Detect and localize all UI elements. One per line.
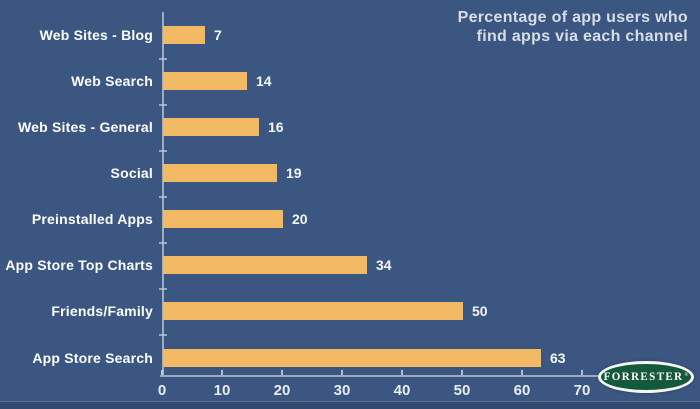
bar-web-sites-blog	[163, 25, 205, 44]
y-tick	[159, 242, 167, 245]
x-tick-label: 20	[273, 382, 291, 399]
bar-app-store-top-charts	[163, 256, 367, 275]
category-label: Preinstalled Apps	[31, 211, 153, 228]
value-label: 16	[268, 118, 284, 135]
x-tick-label: 70	[573, 382, 591, 399]
x-tick	[161, 370, 163, 375]
chart-title: Percentage of app users who find apps vi…	[458, 8, 688, 46]
value-label: 50	[472, 303, 488, 320]
bar-app-store-search	[163, 348, 541, 367]
y-tick	[159, 57, 167, 60]
category-label: Web Sites - General	[17, 118, 153, 135]
forrester-logo: FORRESTER ®	[598, 361, 694, 393]
chart-title-line1: Percentage of app users who	[457, 9, 688, 26]
bar-social	[163, 163, 277, 182]
bottom-edge-divider	[0, 401, 700, 409]
x-tick	[581, 370, 583, 375]
value-label: 63	[550, 349, 566, 366]
y-tick	[159, 103, 167, 106]
bar-web-sites-general	[163, 117, 259, 136]
x-tick-label: 40	[393, 382, 411, 399]
category-label: Friends/Family	[51, 303, 153, 320]
bar-web-search	[163, 71, 247, 90]
x-tick	[521, 370, 523, 375]
x-tick-label: 10	[213, 382, 231, 399]
value-label: 20	[292, 211, 308, 228]
x-tick	[221, 370, 223, 375]
y-tick	[159, 334, 167, 337]
x-tick-label: 30	[333, 382, 351, 399]
category-label: App Store Search	[32, 349, 153, 366]
registered-trademark-symbol: ®	[684, 373, 689, 378]
forrester-logo-text: FORRESTER	[603, 370, 684, 384]
category-label: App Store Top Charts	[5, 257, 153, 274]
y-tick	[159, 149, 167, 152]
y-axis-line	[162, 12, 164, 375]
value-label: 34	[376, 257, 392, 274]
value-label: 14	[256, 72, 272, 89]
category-label: Social	[110, 164, 153, 181]
y-tick	[159, 288, 167, 291]
x-tick	[461, 370, 463, 375]
x-tick-label: 0	[157, 382, 167, 399]
category-label: Web Search	[71, 72, 153, 89]
category-label: Web Sites - Blog	[39, 26, 153, 43]
x-tick	[401, 370, 403, 375]
x-tick	[281, 370, 283, 375]
bar-friends-family	[163, 302, 463, 321]
value-label: 19	[286, 164, 302, 181]
x-axis-line	[160, 375, 607, 377]
x-tick	[341, 370, 343, 375]
chart-title-line2: find apps via each channel	[476, 28, 688, 46]
bar-preinstalled-apps	[163, 210, 283, 229]
x-tick-label: 60	[513, 382, 531, 399]
value-label: 7	[214, 26, 222, 43]
y-tick	[159, 196, 167, 199]
x-tick-label: 50	[453, 382, 471, 399]
